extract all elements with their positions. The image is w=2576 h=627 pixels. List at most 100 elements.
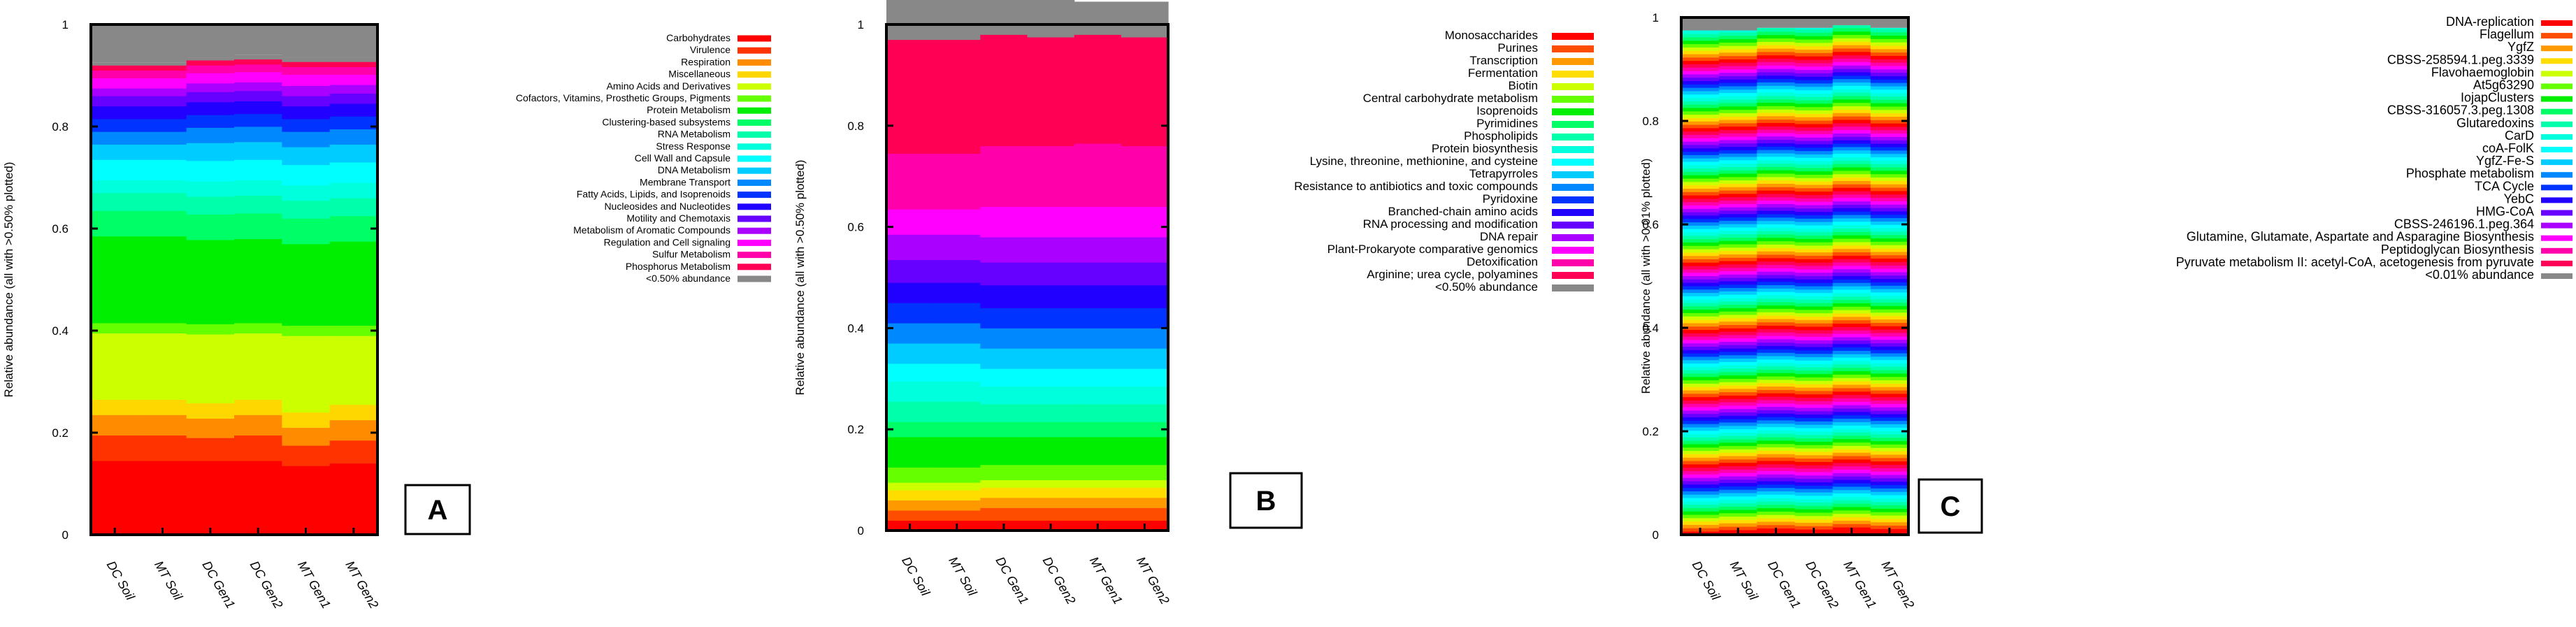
bar-band (1719, 408, 1757, 413)
bar-band (1832, 462, 1871, 467)
bar-band (1719, 240, 1757, 245)
bar-segment (234, 323, 282, 334)
bar-band (1681, 437, 1720, 441)
bar-band (1757, 153, 1796, 157)
legend-swatch (737, 203, 771, 210)
bar-band (1794, 208, 1834, 212)
legend-swatch (2541, 83, 2573, 89)
legend-label: Phospholipids (1464, 129, 1538, 143)
bar-band (1681, 305, 1720, 310)
legend-swatch (737, 143, 771, 150)
bar-band (1681, 80, 1720, 85)
legend-label: Peptidoglycan Biosynthesis (2381, 243, 2534, 257)
bar-segment (186, 82, 235, 92)
bar-band (1794, 505, 1834, 510)
bar-band (1719, 439, 1757, 443)
bar-band (1832, 248, 1871, 253)
bar-band (1794, 262, 1834, 266)
bar-band (1719, 321, 1757, 325)
bar-segment (1121, 487, 1169, 498)
bar-band (1719, 368, 1757, 373)
bar-band (1681, 296, 1720, 300)
bar-band (1757, 342, 1796, 347)
bar-band (1757, 261, 1796, 266)
bar-band (1757, 41, 1796, 45)
bar-segment (282, 325, 331, 336)
bar-band (1870, 498, 1909, 503)
bar-band (1719, 469, 1757, 473)
bar-segment (138, 192, 187, 211)
legend-swatch (2541, 159, 2573, 166)
bar-band (1832, 442, 1871, 446)
bar-band (1757, 109, 1796, 113)
bar-band (1757, 417, 1796, 421)
bar-band (1681, 380, 1720, 384)
legend-label: HMG-CoA (2476, 205, 2534, 219)
bar-band (1794, 408, 1834, 412)
bar-band (1832, 211, 1871, 215)
bar-band (1794, 52, 1834, 57)
bar-band (1719, 334, 1757, 339)
bar-segment (980, 34, 1028, 147)
bar-band (1870, 400, 1909, 404)
bar-band (1719, 503, 1757, 507)
legend-label: Cell Wall and Capsule (635, 152, 731, 164)
bar-band (1719, 361, 1757, 366)
bar-band (1681, 349, 1720, 354)
bar-band (1681, 195, 1720, 199)
bar-band (1794, 255, 1834, 259)
y-axis-label: Relative abundance (all with >0.01% plot… (1639, 159, 1653, 394)
bar-band (1794, 377, 1834, 381)
bar-segment (282, 131, 331, 147)
bar-band (1832, 191, 1871, 195)
bar-band (1794, 174, 1834, 178)
bar-band (1794, 187, 1834, 192)
bar-segment (1121, 284, 1169, 308)
bar-band (1681, 151, 1720, 155)
bar-segment (933, 259, 981, 283)
bar-band (1719, 317, 1757, 322)
bar-band (1719, 109, 1757, 113)
bar-band (1794, 299, 1834, 303)
bar-band (1870, 457, 1909, 462)
bar-segment (91, 96, 139, 107)
bar-band (1832, 170, 1871, 175)
bar-band (1794, 259, 1834, 263)
bar-band (1719, 183, 1757, 187)
bar-segment (1027, 480, 1075, 488)
bar-band (1681, 97, 1720, 101)
bar-band (1794, 489, 1834, 493)
bar-band (1870, 170, 1909, 175)
bar-band (1681, 104, 1720, 108)
bar-band (1719, 254, 1757, 258)
bar-band (1870, 491, 1909, 496)
legend-swatch (737, 264, 771, 271)
bar-segment (329, 103, 378, 117)
bar-band (1681, 40, 1720, 45)
bar-band (1870, 282, 1909, 286)
bar-segment (886, 482, 934, 491)
legend-swatch (1552, 259, 1594, 266)
bar-band (1757, 55, 1796, 59)
bar-band (1794, 275, 1834, 280)
bar-band (1832, 41, 1871, 45)
bar-segment (282, 74, 331, 86)
bar-band (1757, 99, 1796, 103)
bar-segment (1027, 386, 1075, 405)
bar-band (1757, 305, 1796, 309)
bar-segment (329, 57, 378, 62)
bar-band (1832, 435, 1871, 440)
bar-band (1794, 201, 1834, 206)
bar-band (1870, 27, 1909, 29)
bar-band (1681, 269, 1720, 273)
bar-band (1681, 470, 1720, 475)
bar-band (1719, 442, 1757, 447)
legend-swatch (1552, 45, 1594, 52)
bar-segment-remainder (234, 24, 282, 55)
bar-band (1832, 363, 1871, 368)
legend-label: Transcription (1469, 54, 1538, 67)
bar-band (1832, 150, 1871, 154)
bar-band (1681, 444, 1720, 448)
legend-label: Lysine, threonine, methionine, and cyste… (1310, 154, 1538, 168)
legend-swatch (737, 71, 771, 78)
